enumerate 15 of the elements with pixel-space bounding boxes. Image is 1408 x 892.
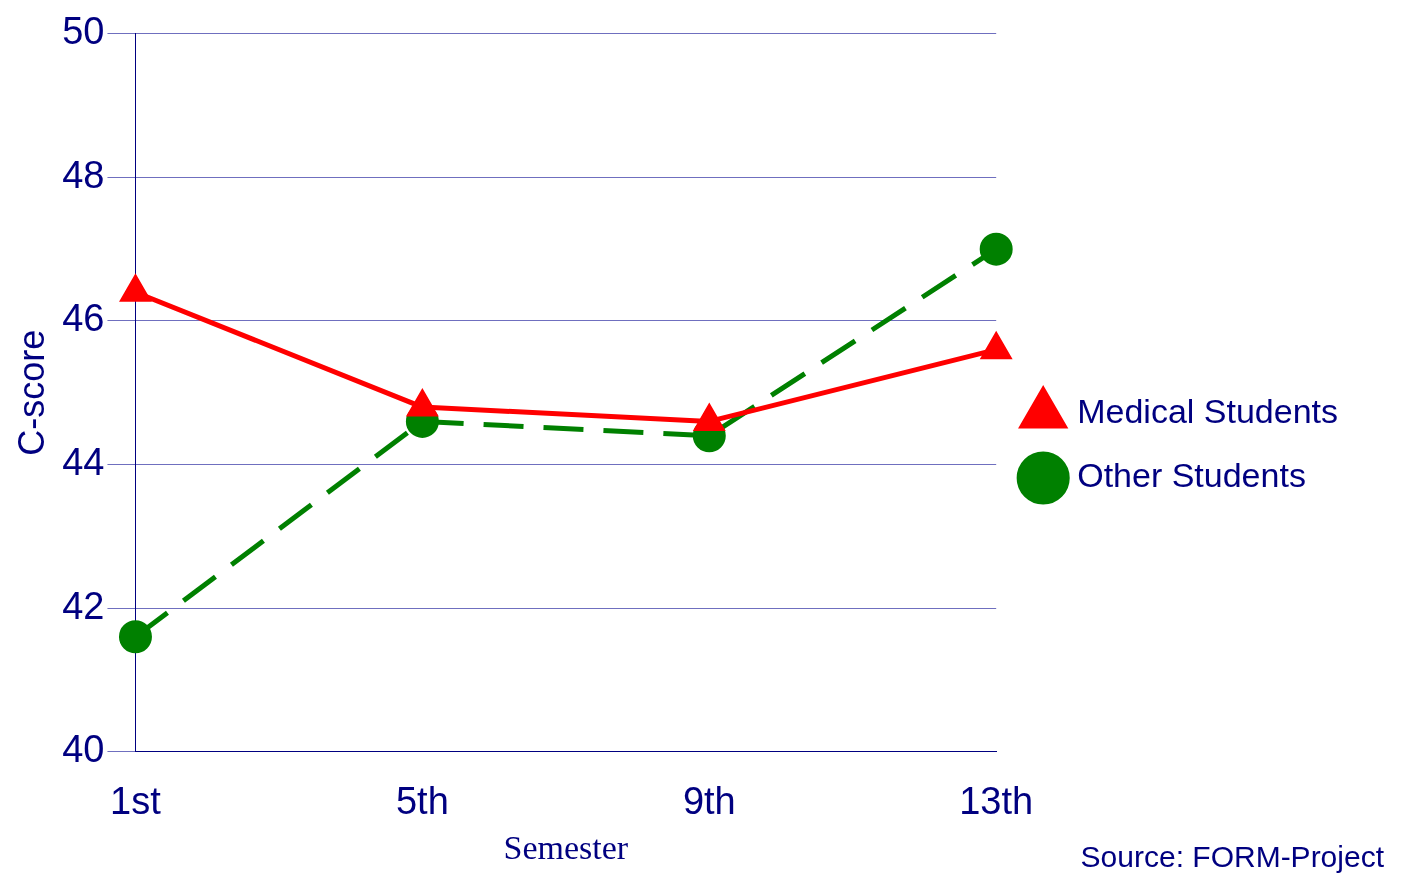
- x-tick-label: 13th: [959, 779, 1034, 822]
- x-axis-title: Semester: [503, 828, 629, 866]
- y-axis-title: C-score: [10, 329, 52, 456]
- x-tick-label: 9th: [682, 779, 736, 822]
- y-tick-label: 48: [62, 153, 105, 196]
- y-tick-label: 50: [62, 10, 105, 53]
- x-tick-label: 1st: [110, 779, 162, 822]
- source-note: Source: FORM-Project: [1080, 840, 1385, 874]
- y-tick-label: 44: [62, 440, 105, 483]
- x-tick-label: 5th: [395, 779, 449, 822]
- y-tick-label: 40: [62, 728, 105, 771]
- y-tick-label: 42: [62, 584, 105, 627]
- legend-label: Other Students: [1077, 456, 1306, 495]
- y-tick-label: 46: [62, 297, 105, 340]
- legend-label: Medical Students: [1077, 392, 1338, 431]
